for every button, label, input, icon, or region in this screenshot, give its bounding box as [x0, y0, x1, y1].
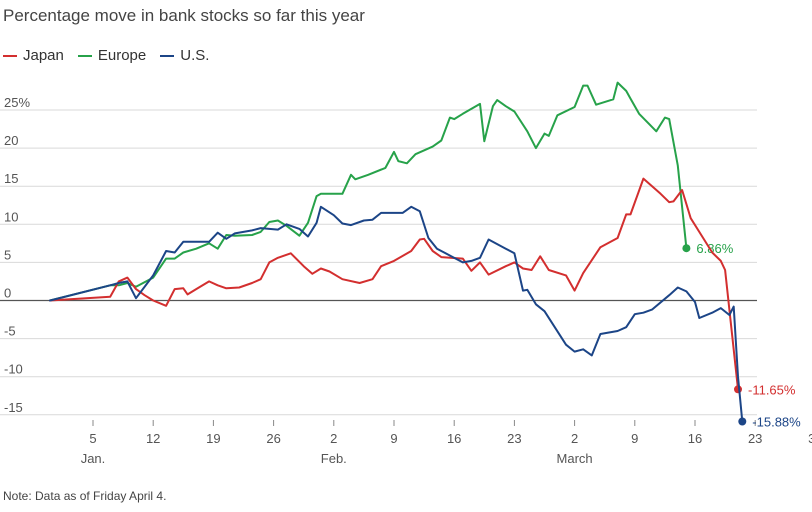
x-tick-label: 12 [146, 431, 160, 446]
y-tick-label: 5 [4, 247, 11, 262]
month-label: Feb. [321, 451, 347, 466]
series-end-marker [682, 244, 691, 253]
legend-swatch-us [160, 54, 175, 57]
month-label: March [557, 451, 593, 466]
legend-swatch-japan [3, 54, 17, 57]
x-tick-label: 5 [89, 431, 96, 446]
y-tick-label: -5 [4, 324, 16, 339]
x-tick-label: 16 [447, 431, 461, 446]
series-end-label: 6.86% [696, 241, 733, 256]
series-end-label: -11.65% [748, 382, 796, 397]
legend-item-europe: Europe [77, 47, 147, 64]
month-label: Jan. [81, 451, 106, 466]
y-tick-label: 0 [4, 286, 11, 301]
series-line-japan [49, 177, 739, 391]
x-tick-label: 30 [808, 431, 812, 446]
y-tick-label: 15 [4, 171, 18, 186]
y-tick-label: 25% [4, 95, 30, 110]
x-tick-label: 26 [266, 431, 280, 446]
x-tick-label: 9 [631, 431, 638, 446]
series-end-marker [738, 417, 747, 426]
series-line-europe [49, 81, 688, 302]
x-tick-label: 2 [330, 431, 337, 446]
x-tick-label: 16 [688, 431, 702, 446]
x-tick-label: 23 [748, 431, 762, 446]
y-tick-label: 20 [4, 133, 18, 148]
legend-item-us: U.S. [160, 47, 209, 64]
legend-label-us: U.S. [180, 47, 210, 64]
x-tick-label: 23 [507, 431, 521, 446]
x-tick-label: 19 [206, 431, 220, 446]
legend-label-europe: Europe [97, 47, 147, 64]
legend-label-japan: Japan [23, 47, 64, 64]
y-tick-label: -10 [4, 362, 23, 377]
series-line-us [49, 205, 744, 423]
legend-swatch-europe [77, 54, 92, 57]
x-tick-label: 9 [390, 431, 397, 446]
y-tick-label: 10 [4, 209, 18, 224]
x-tick-label: 2 [571, 431, 578, 446]
y-tick-label: -15 [4, 400, 23, 415]
series-end-label: -15.88% [752, 415, 801, 430]
footnote: Note: Data as of Friday April 4. [3, 489, 167, 503]
chart-title: Percentage move in bank stocks so far th… [3, 6, 365, 25]
legend: Japan Europe U.S. [3, 47, 209, 64]
legend-item-japan: Japan [3, 47, 64, 64]
